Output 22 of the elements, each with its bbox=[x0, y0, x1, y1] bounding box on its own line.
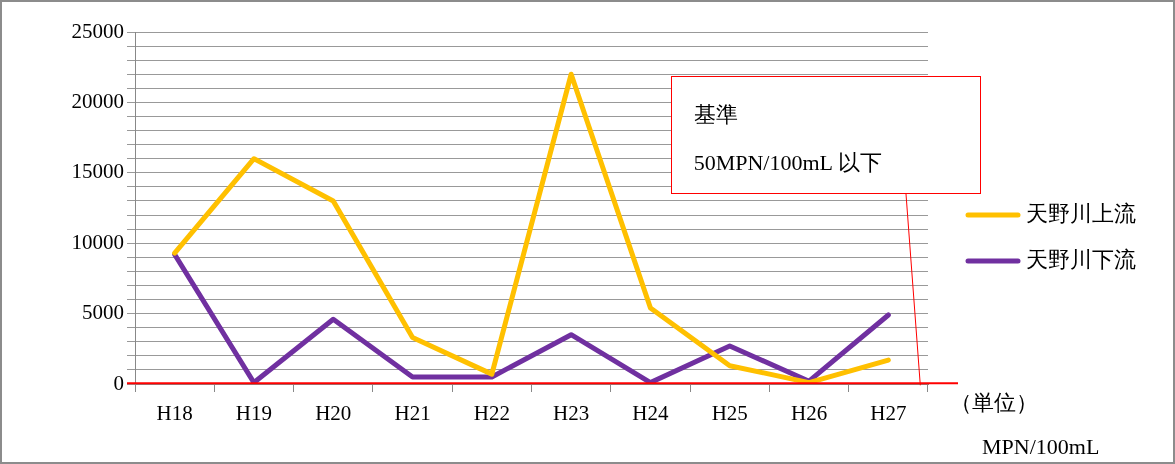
legend-label: 天野川上流 bbox=[1026, 200, 1136, 226]
text: （単位） bbox=[950, 389, 1038, 415]
y-tick-label: 0 bbox=[113, 370, 124, 395]
x-tick-label: H23 bbox=[553, 401, 590, 426]
x-tick-label: H22 bbox=[473, 401, 510, 426]
annotation: 基準 50MPN/100mL 以下 bbox=[693, 101, 883, 177]
callout-box: 基準 50MPN/100mL 以下 bbox=[670, 76, 981, 387]
y-tick-label: 10000 bbox=[71, 229, 124, 254]
y-tick-label: 25000 bbox=[71, 18, 124, 43]
x-tick-label: H18 bbox=[156, 401, 193, 426]
x-tick-label: H19 bbox=[235, 401, 273, 426]
text: MPN/100mL bbox=[982, 433, 1100, 459]
x-tick-label: H27 bbox=[870, 401, 907, 426]
y-tick-label: 20000 bbox=[71, 88, 124, 113]
x-tick-label: H24 bbox=[632, 401, 670, 426]
legend-label: 天野川下流 bbox=[1026, 246, 1136, 272]
x-tick-label: H25 bbox=[711, 401, 748, 426]
y-tick-label: 5000 bbox=[82, 300, 124, 325]
x-tick-label: H21 bbox=[394, 401, 431, 426]
x-tick-label: H20 bbox=[315, 401, 352, 426]
y-tick-label: 15000 bbox=[71, 159, 124, 184]
x-tick-label: H26 bbox=[790, 401, 828, 426]
